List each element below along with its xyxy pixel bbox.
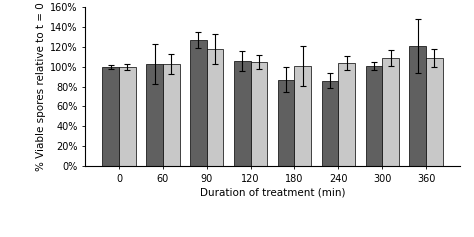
Bar — [365, 66, 382, 166]
Bar — [278, 80, 294, 166]
Bar — [410, 46, 426, 166]
Bar — [102, 67, 119, 166]
Bar — [382, 58, 399, 166]
Bar — [190, 40, 207, 166]
Bar — [322, 81, 338, 166]
Bar — [294, 66, 311, 166]
Bar — [234, 61, 251, 166]
Bar — [338, 63, 355, 166]
X-axis label: Duration of treatment (min): Duration of treatment (min) — [200, 188, 345, 198]
Bar — [426, 58, 443, 166]
Bar — [207, 49, 223, 166]
Bar — [119, 67, 136, 166]
Bar — [251, 62, 267, 166]
Bar — [163, 64, 180, 166]
Y-axis label: % Viable spores relative to t = 0: % Viable spores relative to t = 0 — [36, 2, 46, 171]
Bar — [146, 64, 163, 166]
